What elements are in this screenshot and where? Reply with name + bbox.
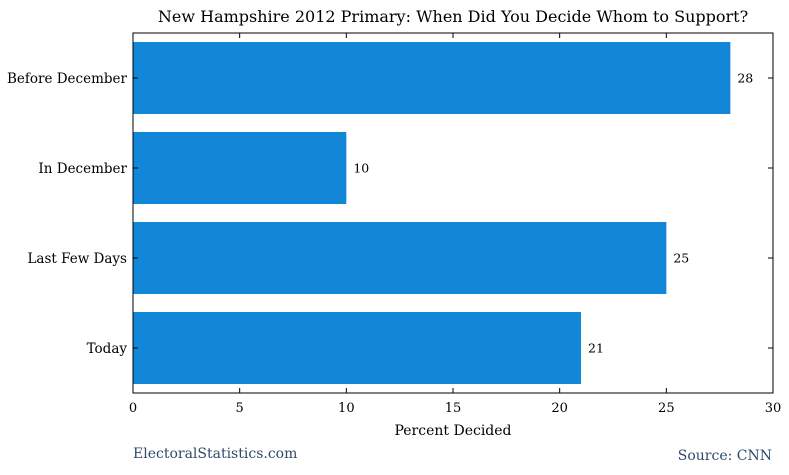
x-tick-label: 15 bbox=[445, 401, 462, 416]
category-label: Last Few Days bbox=[27, 251, 127, 267]
x-tick-label: 10 bbox=[338, 401, 355, 416]
x-tick-label: 30 bbox=[765, 401, 782, 416]
footer-site-credit: ElectoralStatistics.com bbox=[133, 446, 298, 462]
x-tick-label: 0 bbox=[129, 401, 137, 416]
category-label: Today bbox=[87, 341, 128, 357]
x-axis-label: Percent Decided bbox=[394, 423, 511, 439]
ticks-layer bbox=[132, 33, 774, 393]
x-tick-label: 20 bbox=[551, 401, 568, 416]
category-label: Before December bbox=[7, 71, 128, 87]
labels-layer: 28 Before December 10 In December 25 Last Few… bbox=[7, 71, 781, 417]
bar-value-label: 28 bbox=[737, 71, 753, 86]
bar bbox=[133, 42, 731, 114]
bar-value-label: 25 bbox=[673, 251, 689, 266]
bar-value-label: 10 bbox=[353, 161, 369, 176]
bar-value-label: 21 bbox=[588, 341, 604, 356]
category-label: In December bbox=[38, 161, 127, 177]
bar bbox=[133, 222, 667, 294]
x-tick-label: 5 bbox=[236, 401, 244, 416]
bars-layer bbox=[133, 42, 731, 384]
footer-source-credit: Source: CNN bbox=[677, 448, 772, 464]
x-tick-label: 25 bbox=[658, 401, 675, 416]
bar bbox=[133, 132, 347, 204]
chart-title: New Hampshire 2012 Primary: When Did You… bbox=[157, 7, 749, 26]
bar bbox=[133, 312, 581, 384]
